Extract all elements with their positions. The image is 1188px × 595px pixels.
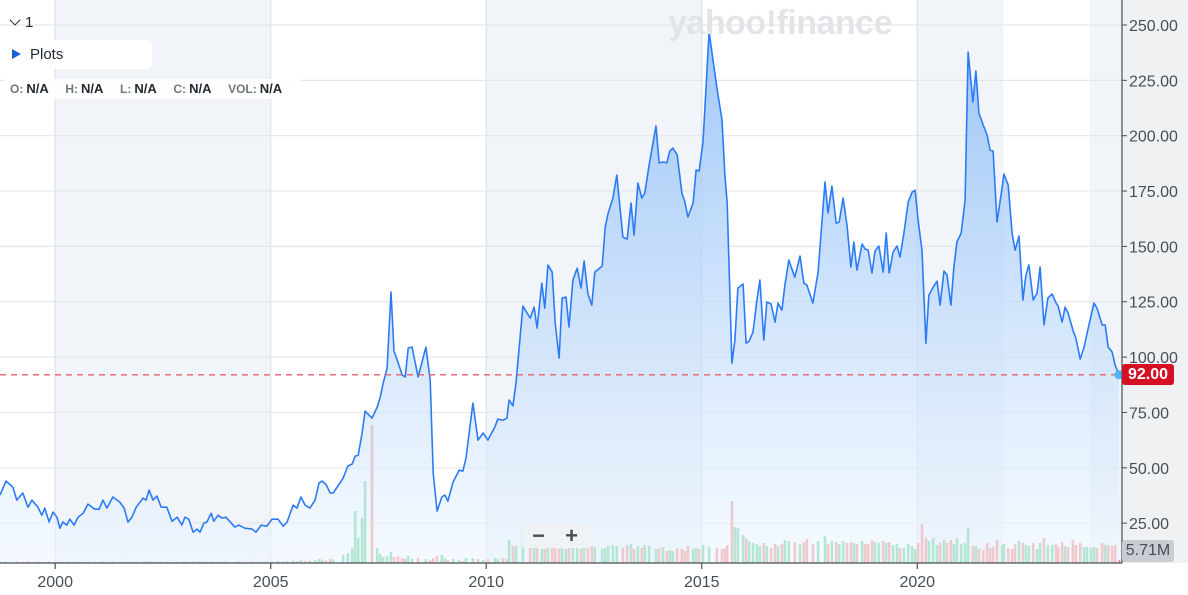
chevron-down-icon (9, 14, 21, 26)
y-tick-label: 50.00 (1129, 461, 1169, 478)
close-value: N/A (189, 81, 212, 96)
low-key: L: (120, 82, 132, 96)
open-value: N/A (26, 81, 49, 96)
open-key: O: (10, 82, 24, 96)
y-axis-panel (1122, 0, 1188, 563)
collapse-label: 1 (25, 14, 34, 31)
x-tick-label: 2000 (37, 574, 73, 591)
y-tick-label: 100.00 (1129, 350, 1178, 367)
y-tick-label: 175.00 (1129, 184, 1178, 201)
zoom-in-button[interactable]: + (565, 523, 578, 548)
x-tick-label: 2005 (253, 574, 289, 591)
close-key: C: (173, 82, 187, 96)
last-volume-badge: 5.71M (1122, 540, 1174, 562)
price-area-fill (0, 32, 1119, 564)
play-triangle-icon (12, 49, 21, 59)
zoom-out-button[interactable]: − (532, 523, 545, 548)
collapse-toggle[interactable]: 1 (8, 14, 33, 31)
x-tick-label: 2015 (684, 574, 720, 591)
ohlc-readout: O: N/A H: N/A L: N/A C: N/A VOL: N/A (4, 79, 302, 99)
y-tick-label: 125.00 (1129, 295, 1178, 312)
y-tick-label: 25.00 (1129, 516, 1169, 533)
high-value: N/A (81, 81, 104, 96)
last-price-badge: 92.00 (1122, 364, 1174, 386)
y-tick-label: 200.00 (1129, 129, 1178, 146)
zoom-controls: − + (522, 524, 588, 548)
x-tick-label: 2020 (899, 574, 935, 591)
volume-key: VOL: (228, 82, 257, 96)
last-price-dot (1114, 370, 1124, 380)
y-tick-label: 225.00 (1129, 73, 1178, 90)
x-tick-label: 2010 (468, 574, 504, 591)
low-value: N/A (134, 81, 157, 96)
volume-value: N/A (259, 81, 283, 96)
price-line (0, 31, 1120, 533)
y-axis-ticks: 25.00 50.00 75.00 100.00 125.00 150.00 175.00 2… (1122, 18, 1178, 533)
plots-toggle[interactable]: Plots (4, 40, 152, 69)
y-tick-label: 150.00 (1129, 239, 1178, 256)
y-tick-label: 250.00 (1129, 18, 1178, 35)
yahoo-finance-watermark: yahoo!finance (668, 4, 892, 42)
high-key: H: (65, 82, 79, 96)
x-axis-ticks: 2000 2005 2010 2015 2020 (37, 563, 935, 591)
plots-label: Plots (30, 46, 64, 63)
y-tick-label: 75.00 (1129, 405, 1169, 422)
